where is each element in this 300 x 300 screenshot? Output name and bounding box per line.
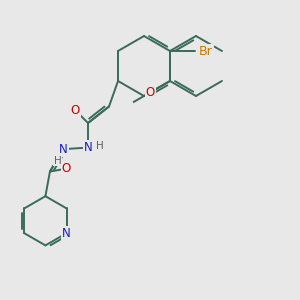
- Text: O: O: [146, 86, 155, 99]
- Text: N: N: [62, 226, 71, 240]
- Text: O: O: [71, 104, 80, 117]
- Text: O: O: [62, 162, 71, 175]
- Text: H: H: [53, 155, 61, 166]
- Text: Br: Br: [199, 44, 213, 58]
- Text: N: N: [59, 142, 68, 156]
- Text: N: N: [84, 141, 92, 154]
- Text: H: H: [95, 141, 103, 151]
